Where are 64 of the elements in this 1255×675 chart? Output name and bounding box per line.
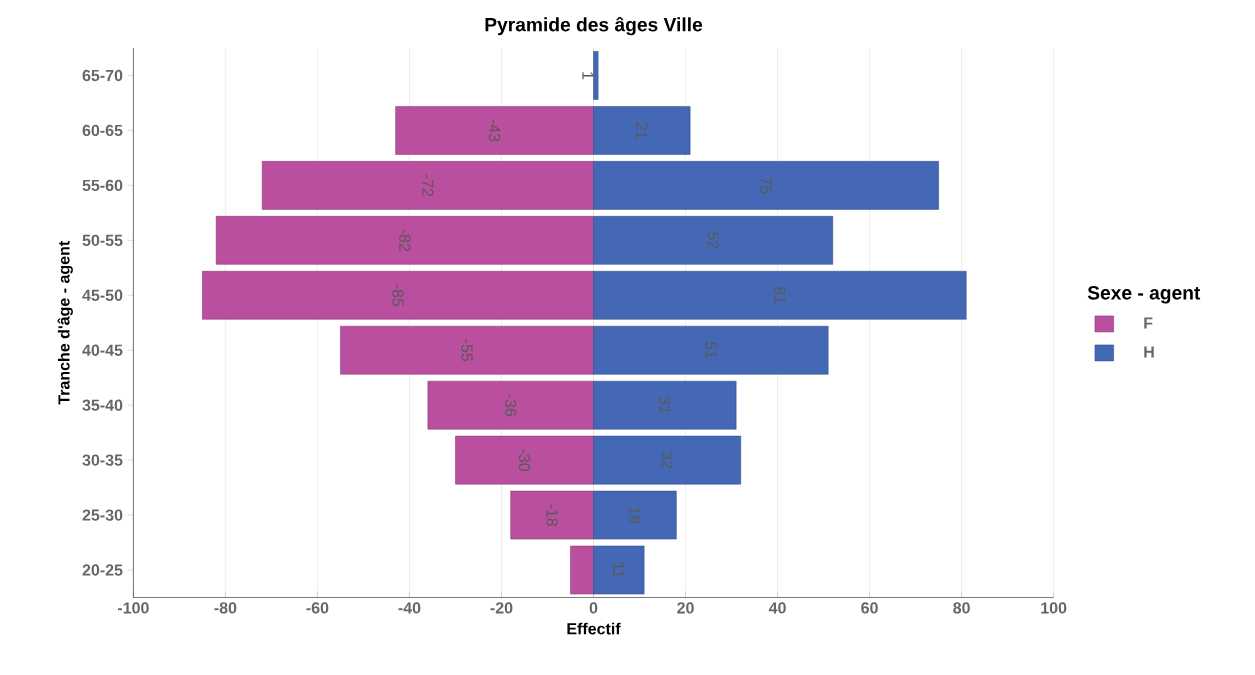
x-tick-label: -60 xyxy=(306,602,329,614)
legend-label: H xyxy=(1144,346,1154,358)
data-label: -36 xyxy=(505,394,517,417)
bar xyxy=(593,51,599,100)
bar xyxy=(593,326,829,375)
bar xyxy=(593,271,967,320)
bar xyxy=(593,380,737,430)
bar xyxy=(455,435,594,485)
bar xyxy=(593,435,742,485)
x-tick-label: 0 xyxy=(589,602,598,614)
y-tick-label: 35-40 xyxy=(82,399,123,411)
y-tick-label: 25-30 xyxy=(82,509,123,521)
legend-label: F xyxy=(1144,317,1153,329)
data-label: 31 xyxy=(659,396,671,414)
y-tick-label: 40-45 xyxy=(82,344,123,356)
bar xyxy=(570,545,594,595)
x-tick-label: 20 xyxy=(677,602,694,614)
bar xyxy=(593,161,939,210)
x-tick-label: 100 xyxy=(1041,602,1067,614)
data-label: 52 xyxy=(707,232,719,249)
data-label: -43 xyxy=(488,119,501,142)
data-label: 1 xyxy=(582,72,594,80)
data-label: 51 xyxy=(705,342,717,359)
bar xyxy=(261,161,594,210)
y-tick-label: 45-50 xyxy=(82,289,123,302)
chart-title: Pyramide des âges Ville xyxy=(485,16,703,36)
x-tick-label: -20 xyxy=(490,602,513,614)
bar xyxy=(427,380,594,430)
y-axis-title: Tranche d'âge - agent xyxy=(57,241,73,405)
x-tick-label: -100 xyxy=(117,602,149,614)
bar xyxy=(593,545,645,595)
data-label: -82 xyxy=(399,229,411,252)
data-label: -55 xyxy=(461,339,473,362)
data-label: 75 xyxy=(760,177,772,194)
x-tick-label: 80 xyxy=(953,602,970,614)
y-tick-label: 55-60 xyxy=(82,179,123,192)
y-tick-label: 60-65 xyxy=(82,124,123,137)
bar xyxy=(593,490,677,540)
data-label: -18 xyxy=(546,504,558,527)
x-axis-title: Effectif xyxy=(567,622,621,635)
bar xyxy=(202,271,594,320)
data-label: -30 xyxy=(518,449,531,472)
y-tick-label: 65-70 xyxy=(82,69,123,82)
x-tick-label: -80 xyxy=(214,602,237,614)
y-tick-label: 50-55 xyxy=(82,234,123,247)
bar xyxy=(340,326,594,375)
data-label: -72 xyxy=(422,174,434,197)
y-tick-label: 20-25 xyxy=(82,564,123,576)
data-label: 21 xyxy=(636,122,648,139)
bar xyxy=(510,490,594,540)
data-label: 32 xyxy=(661,451,673,469)
data-label: -85 xyxy=(392,284,404,307)
data-label: 18 xyxy=(629,507,641,524)
data-label: 11 xyxy=(613,563,625,578)
bar xyxy=(215,216,594,265)
x-tick-label: -40 xyxy=(398,602,421,614)
bar xyxy=(593,216,834,265)
data-label: 81 xyxy=(774,287,786,304)
bar xyxy=(395,106,594,155)
x-tick-label: 40 xyxy=(768,602,786,614)
y-tick-label: 30-35 xyxy=(82,454,123,466)
bar xyxy=(593,106,691,155)
x-tick-label: 60 xyxy=(861,602,878,614)
legend-title: Sexe - agent xyxy=(1087,286,1201,304)
